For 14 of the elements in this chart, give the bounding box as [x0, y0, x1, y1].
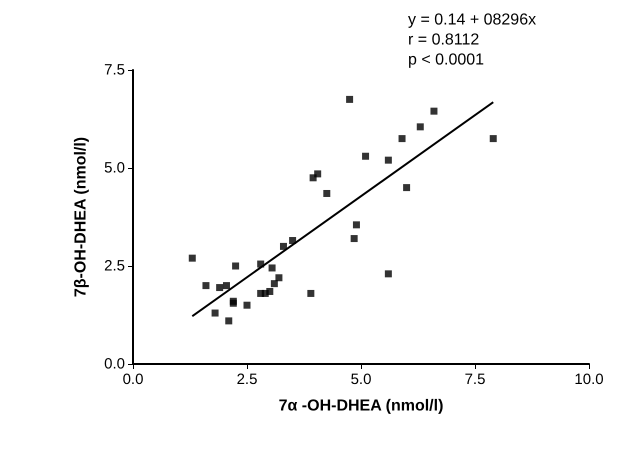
y-tick-label: 7.5 [104, 62, 125, 78]
y-tick-label: 0.0 [104, 356, 125, 372]
text: y = 0.14 + 08296x [408, 12, 536, 28]
x-tick-label: 5.0 [350, 371, 372, 388]
text: p < 0.0001 [408, 52, 484, 68]
x-tick-label: 10.0 [574, 371, 604, 388]
x-tick-label: 2.5 [236, 371, 258, 388]
x-tick-label: 7.5 [464, 371, 486, 388]
x-axis-title: 7α -OH-DHEA (nmol/l) [278, 398, 444, 414]
text: r = 0.8112 [408, 32, 480, 48]
y-tick-label: 2.5 [104, 258, 125, 274]
x-tick-label: 0.0 [122, 371, 144, 388]
y-tick-label: 5.0 [104, 160, 125, 176]
y-axis-title: 7β-OH-DHEA (nmol/l) [72, 136, 90, 298]
